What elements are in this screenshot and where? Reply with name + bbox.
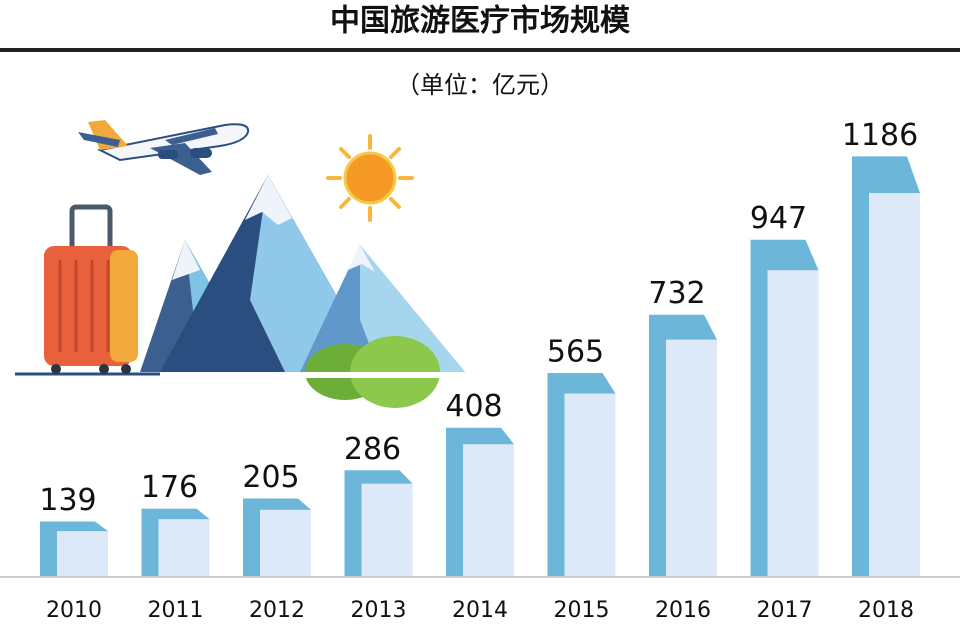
- suitcase: [44, 204, 138, 374]
- value-label: 286: [344, 432, 401, 467]
- bar-face: [463, 444, 514, 576]
- x-tick-label: 2017: [757, 598, 813, 623]
- x-tick-label: 2010: [46, 598, 102, 623]
- value-label: 139: [39, 483, 96, 518]
- airplane: [78, 120, 250, 175]
- value-label: 947: [750, 201, 807, 236]
- value-label: 205: [242, 460, 299, 495]
- x-tick-label: 2011: [148, 598, 204, 623]
- bar-face: [869, 193, 920, 576]
- bar-face: [564, 393, 616, 576]
- sun: [326, 134, 414, 222]
- bar-face: [361, 483, 413, 576]
- x-tick-label: 2016: [655, 598, 711, 623]
- bar-face: [158, 519, 210, 576]
- bar-face: [260, 509, 311, 576]
- value-label: 408: [445, 389, 502, 424]
- value-label: 565: [547, 334, 604, 369]
- x-tick-label: 2018: [858, 598, 914, 623]
- illustration: [15, 120, 470, 408]
- x-tick-label: 2012: [249, 598, 305, 623]
- mountains: [15, 175, 470, 408]
- bar-face: [666, 339, 717, 576]
- chart-title: 中国旅游医疗市场规模: [330, 4, 630, 39]
- x-tick-label: 2014: [452, 598, 508, 623]
- bar-face: [767, 270, 819, 576]
- bar-face: [57, 531, 108, 576]
- x-tick-label: 2013: [351, 598, 407, 623]
- value-label: 176: [141, 470, 198, 505]
- value-label: 732: [648, 276, 705, 311]
- value-label: 1186: [842, 118, 918, 153]
- x-tick-label: 2015: [554, 598, 610, 623]
- chart-subtitle: （单位：亿元）: [396, 71, 564, 99]
